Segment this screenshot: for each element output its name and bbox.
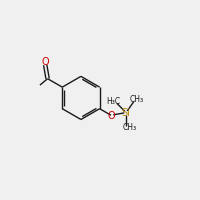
Text: O: O xyxy=(41,57,49,67)
Text: Si: Si xyxy=(122,108,131,118)
Text: O: O xyxy=(108,111,116,121)
Text: CH₃: CH₃ xyxy=(130,95,144,104)
Text: CH₃: CH₃ xyxy=(122,123,136,132)
Text: H₃C: H₃C xyxy=(106,97,121,106)
